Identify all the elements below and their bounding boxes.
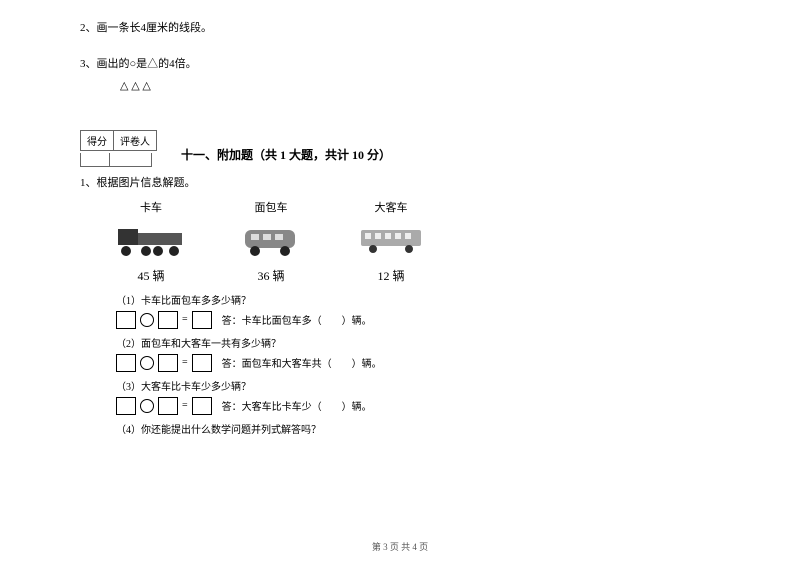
eq-row-3: = 答：大客车比卡车少（ ）辆。 — [80, 397, 720, 415]
section-title: 十一、附加题（共 1 大题，共计 10 分） — [181, 146, 391, 167]
equals-sign: = — [182, 314, 188, 325]
triangle-shapes: △ △ △ — [80, 79, 720, 92]
subq-2: （2）面包车和大客车一共有多少辆？ — [80, 335, 720, 350]
input-box[interactable] — [158, 354, 178, 372]
score-box-wrap: 得分 评卷人 — [80, 112, 157, 167]
question-3: 3、画出的○是△的4倍。 — [80, 56, 720, 74]
van-icon — [236, 223, 306, 259]
bus-icon — [356, 223, 426, 259]
vehicle-truck: 卡车 45 辆 — [116, 199, 186, 284]
truck-icon — [116, 223, 186, 259]
operator-circle[interactable] — [140, 313, 154, 327]
bus-count: 12 辆 — [377, 267, 404, 284]
input-box[interactable] — [158, 311, 178, 329]
answer-1: 答：卡车比面包车多（ ）辆。 — [222, 312, 372, 327]
score-label-right: 评卷人 — [114, 130, 157, 151]
page-footer: 第 3 页 共 4 页 — [0, 540, 800, 553]
bus-label: 大客车 — [375, 199, 408, 215]
vehicle-row: 卡车 45 辆 面包车 36 辆 — [80, 199, 720, 284]
operator-circle[interactable] — [140, 356, 154, 370]
truck-count: 45 辆 — [137, 267, 164, 284]
score-empty-cell[interactable] — [80, 153, 110, 167]
subq-1: （1）卡车比面包车多多少辆？ — [80, 292, 720, 307]
subq-3: （3）大客车比卡车少多少辆？ — [80, 378, 720, 393]
subq-4: （4）你还能提出什么数学问题并列式解答吗？ — [80, 421, 720, 436]
input-box[interactable] — [192, 354, 212, 372]
eq-row-2: = 答：面包车和大客车共（ ）辆。 — [80, 354, 720, 372]
answer-3: 答：大客车比卡车少（ ）辆。 — [222, 398, 372, 413]
score-box: 得分 评卷人 — [80, 130, 157, 151]
van-label: 面包车 — [255, 199, 288, 215]
input-box[interactable] — [116, 397, 136, 415]
score-label-left: 得分 — [80, 130, 114, 151]
operator-circle[interactable] — [140, 399, 154, 413]
question-2: 2、画一条长4厘米的线段。 — [80, 20, 720, 38]
answer-2: 答：面包车和大客车共（ ）辆。 — [222, 355, 382, 370]
input-box[interactable] — [192, 397, 212, 415]
input-box[interactable] — [192, 311, 212, 329]
equals-sign: = — [182, 357, 188, 368]
input-box[interactable] — [116, 311, 136, 329]
section-header-row: 得分 评卷人 十一、附加题（共 1 大题，共计 10 分） — [80, 112, 720, 167]
vehicle-van: 面包车 36 辆 — [236, 199, 306, 284]
vehicle-bus: 大客车 12 辆 — [356, 199, 426, 284]
input-box[interactable] — [158, 397, 178, 415]
q1-intro: 1、根据图片信息解题。 — [80, 175, 720, 193]
score-empty-row — [80, 153, 157, 167]
input-box[interactable] — [116, 354, 136, 372]
equals-sign: = — [182, 400, 188, 411]
van-count: 36 辆 — [257, 267, 284, 284]
truck-label: 卡车 — [140, 199, 162, 215]
eq-row-1: = 答：卡车比面包车多（ ）辆。 — [80, 311, 720, 329]
score-empty-cell[interactable] — [110, 153, 152, 167]
